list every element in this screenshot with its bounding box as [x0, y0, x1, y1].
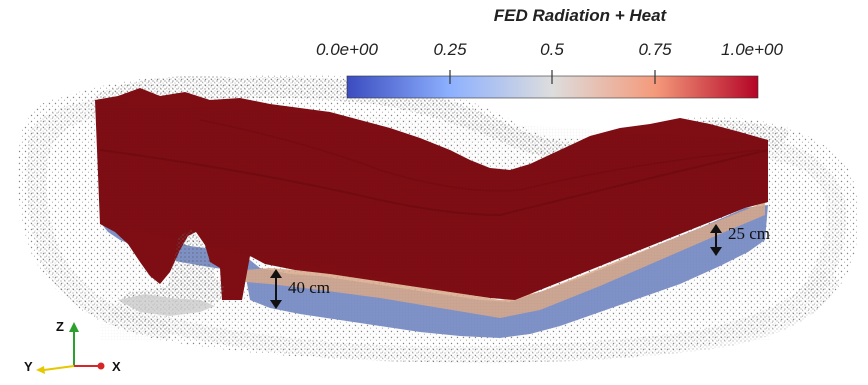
high-fed-volume-texture: [95, 100, 768, 300]
high-fed-volume: [95, 88, 769, 300]
x-axis-arrowhead: [97, 362, 105, 370]
z-axis-arrowhead: [69, 322, 79, 332]
tick-label-max: 1.0e+00: [721, 40, 783, 59]
y-axis-line: [43, 365, 75, 371]
stair-structure: [118, 230, 225, 316]
y-axis-arrowhead: [36, 366, 45, 374]
legend-title: FED Radiation + Heat: [493, 6, 667, 25]
tick-label-min: 0.0e+00: [316, 40, 378, 59]
tick-label-075: 0.75: [638, 40, 672, 59]
point-cloud-dense-top: [95, 76, 790, 161]
depth-arrow-left: [270, 269, 282, 309]
y-axis-label: Y: [24, 359, 33, 374]
colorbar: [346, 70, 759, 99]
tick-label-025: 0.25: [433, 40, 467, 59]
point-cloud-right: [768, 140, 847, 300]
depth-arrow-right: [710, 224, 722, 256]
axis-triad: [36, 322, 105, 374]
depth-label-left: 40 cm: [288, 278, 331, 297]
tick-label-05: 0.5: [540, 40, 564, 59]
high-fed-volume-ridge: [99, 149, 769, 217]
depth-label-right: 25 cm: [728, 224, 771, 243]
point-cloud-ring: [26, 100, 170, 340]
high-fed-volume-ridge-2: [199, 119, 761, 192]
x-axis-label: X: [112, 359, 121, 374]
z-axis-label: Z: [56, 319, 64, 334]
